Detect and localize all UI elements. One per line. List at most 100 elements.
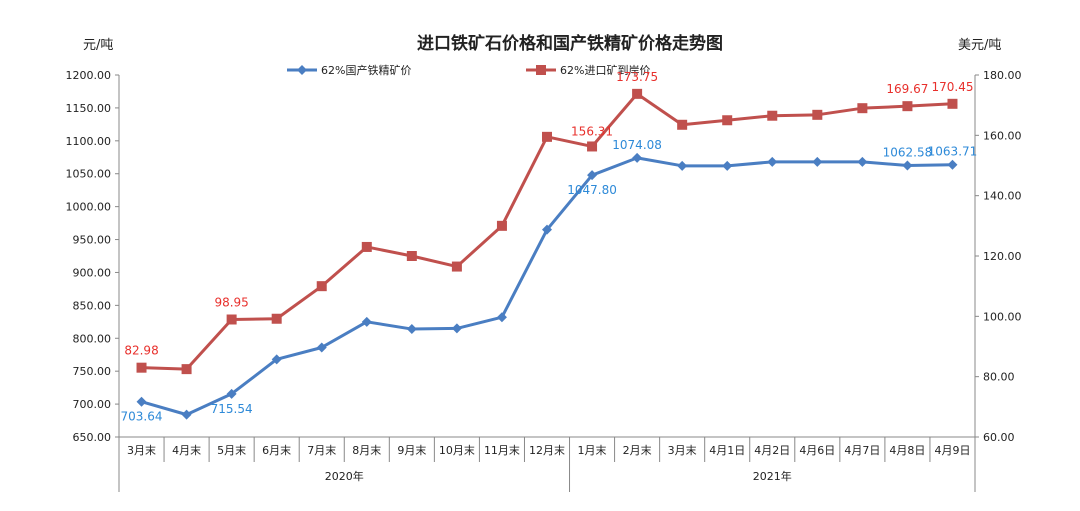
year-label: 2020年	[325, 469, 364, 483]
left-tick-label: 1050.00	[66, 168, 112, 181]
data-point	[136, 362, 147, 373]
data-point	[857, 103, 868, 114]
category-label: 2月末	[623, 443, 652, 457]
left-axis-unit: 元/吨	[83, 38, 113, 53]
left-tick-label: 700.00	[73, 398, 112, 411]
data-label: 703.64	[121, 410, 163, 424]
data-label: 169.67	[886, 82, 928, 96]
data-label: 1074.08	[612, 138, 662, 152]
category-label: 9月末	[397, 443, 426, 457]
category-label: 4月8日	[889, 444, 925, 457]
data-point	[722, 115, 733, 126]
category-label: 4月末	[172, 443, 201, 457]
legend-label: 62%国产铁精矿价	[321, 63, 411, 77]
data-point	[451, 323, 462, 334]
data-point	[677, 160, 688, 171]
data-point	[316, 342, 327, 353]
data-point	[767, 156, 778, 167]
data-point	[496, 220, 507, 231]
data-point	[587, 170, 598, 181]
data-point	[226, 388, 237, 399]
data-point	[857, 156, 868, 167]
left-tick-label: 950.00	[73, 234, 112, 247]
data-label: 170.45	[931, 80, 973, 94]
data-point	[406, 324, 417, 335]
data-point	[632, 88, 643, 99]
data-point	[271, 313, 282, 324]
category-label: 3月末	[668, 443, 697, 457]
right-tick-label: 140.00	[983, 190, 1022, 203]
category-label: 1月末	[578, 443, 607, 457]
left-tick-label: 1200.00	[66, 69, 112, 82]
category-label: 4月7日	[844, 444, 880, 457]
legend: 62%国产铁精矿价 62%进口矿到岸价	[287, 63, 650, 77]
data-point	[226, 314, 237, 325]
data-label: 173.75	[616, 70, 658, 84]
category-label: 12月末	[529, 443, 565, 457]
legend-swatch-marker	[536, 65, 546, 75]
data-point	[406, 251, 417, 261]
series-layer	[136, 88, 958, 420]
left-tick-label: 1100.00	[66, 135, 112, 148]
data-point	[722, 160, 733, 171]
category-label: 4月6日	[799, 444, 835, 457]
right-tick-label: 120.00	[983, 250, 1022, 263]
category-label: 5月末	[217, 443, 246, 457]
data-point	[136, 396, 147, 407]
data-label: 156.31	[571, 124, 613, 138]
data-point	[902, 160, 913, 171]
data-point	[181, 364, 192, 375]
left-tick-label: 900.00	[73, 266, 112, 279]
category-label: 10月末	[439, 443, 475, 457]
data-point	[271, 354, 282, 365]
data-point	[632, 152, 643, 163]
category-label: 4月2日	[754, 444, 790, 457]
category-label: 4月1日	[709, 444, 745, 457]
chart-title: 进口铁矿石价格和国产铁精矿价格走势图	[417, 33, 723, 54]
category-label: 4月9日	[934, 444, 970, 457]
data-point	[902, 101, 913, 112]
data-point	[767, 110, 778, 121]
data-point	[451, 261, 462, 272]
right-tick-label: 80.00	[983, 371, 1015, 384]
category-label: 8月末	[352, 443, 381, 457]
legend-swatch-marker	[297, 65, 307, 75]
left-tick-label: 750.00	[73, 365, 112, 378]
left-tick-label: 1150.00	[66, 102, 112, 115]
right-axis-unit: 美元/吨	[958, 38, 1001, 53]
right-tick-label: 100.00	[983, 310, 1022, 323]
right-tick-label: 180.00	[983, 69, 1022, 82]
data-point	[496, 312, 507, 323]
right-tick-label: 60.00	[983, 431, 1015, 444]
data-point	[316, 281, 327, 292]
data-label: 1063.71	[928, 145, 978, 159]
left-tick-label: 1000.00	[66, 201, 112, 214]
data-label: 715.54	[211, 402, 253, 416]
axes: 650.00 700.00 750.00 800.00 850.00 900.00 950.…	[66, 69, 1022, 492]
data-point	[677, 119, 688, 130]
data-point	[542, 131, 552, 142]
category-label: 7月末	[307, 443, 336, 457]
data-point	[361, 241, 372, 252]
data-point	[181, 409, 192, 420]
series-line	[141, 156, 953, 417]
category-label: 6月末	[262, 443, 291, 457]
year-label: 2021年	[753, 469, 792, 483]
left-tick-label: 850.00	[73, 299, 112, 312]
data-label: 1047.80	[567, 183, 617, 197]
right-tick-label: 160.00	[983, 129, 1022, 142]
data-point	[542, 224, 552, 235]
data-point	[947, 98, 958, 109]
data-point	[812, 156, 823, 167]
data-label: 98.95	[214, 296, 248, 310]
data-point	[361, 316, 372, 327]
legend-label: 62%进口矿到岸价	[560, 64, 650, 77]
data-point	[587, 141, 598, 152]
data-label: 82.98	[124, 344, 158, 358]
left-tick-label: 800.00	[73, 332, 112, 345]
category-label: 11月末	[484, 443, 520, 457]
category-label: 3月末	[127, 443, 156, 457]
data-labels: 703.64 715.54 1047.80 1074.08 1062.581063.71…	[121, 70, 978, 424]
data-point	[947, 159, 958, 170]
